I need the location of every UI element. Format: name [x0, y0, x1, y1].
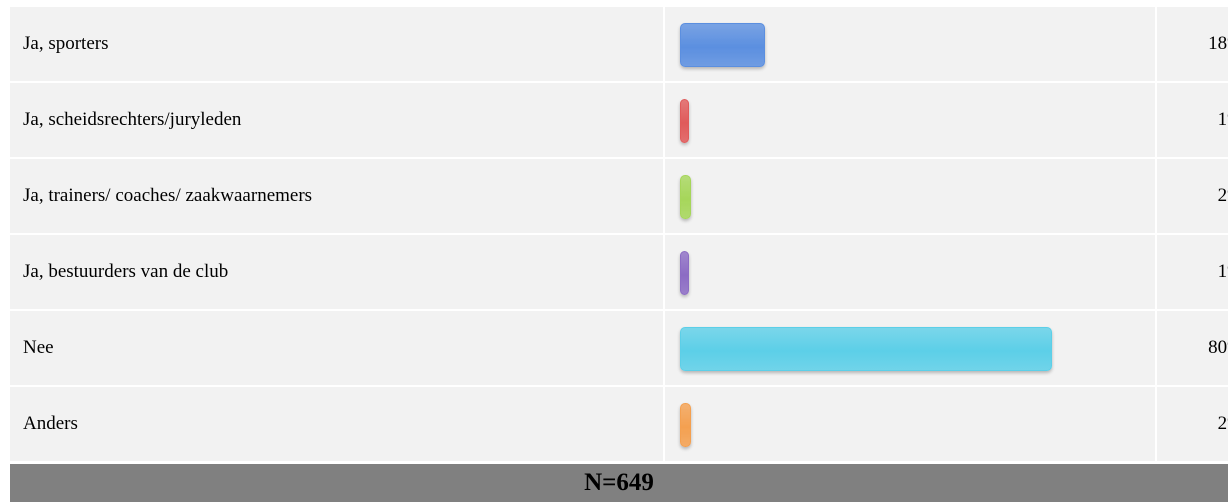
bar [680, 175, 692, 219]
bar-track [680, 327, 1142, 371]
table-row: Ja, bestuurders van de club 1% [10, 235, 1228, 311]
percentage-label: 2% [1157, 387, 1228, 463]
category-label: Ja, sporters [10, 7, 665, 83]
category-label: Ja, bestuurders van de club [10, 235, 665, 311]
bar [680, 99, 689, 143]
percentage-label: 1% [1157, 83, 1228, 159]
bar-track [680, 251, 1142, 295]
table-row: Ja, sporters 18% [10, 7, 1228, 83]
percentage-label: 1% [1157, 235, 1228, 311]
bar-cell [665, 7, 1157, 83]
bar [680, 23, 766, 67]
bar-cell [665, 235, 1157, 311]
bar-track [680, 175, 1142, 219]
bar [680, 327, 1052, 371]
bar [680, 403, 692, 447]
percentage-label: 2% [1157, 159, 1228, 235]
table-row: Nee 80% [10, 311, 1228, 387]
table-row: Anders 2% [10, 387, 1228, 463]
category-label: Nee [10, 311, 665, 387]
category-label: Ja, trainers/ coaches/ zaakwaarnemers [10, 159, 665, 235]
sample-size-footer: N=649 [10, 464, 1228, 502]
category-label: Anders [10, 387, 665, 463]
table-row: Ja, trainers/ coaches/ zaakwaarnemers 2% [10, 159, 1228, 235]
bar-cell [665, 311, 1157, 387]
bar-track [680, 23, 1142, 67]
table-row: Ja, scheidsrechters/juryleden 1% [10, 83, 1228, 159]
category-label: Ja, scheidsrechters/juryleden [10, 83, 665, 159]
bar-cell [665, 159, 1157, 235]
bar-cell [665, 387, 1157, 463]
bar [680, 251, 689, 295]
percentage-label: 80% [1157, 311, 1228, 387]
bar-track [680, 403, 1142, 447]
bar-cell [665, 83, 1157, 159]
percentage-label: 18% [1157, 7, 1228, 83]
bar-track [680, 99, 1142, 143]
